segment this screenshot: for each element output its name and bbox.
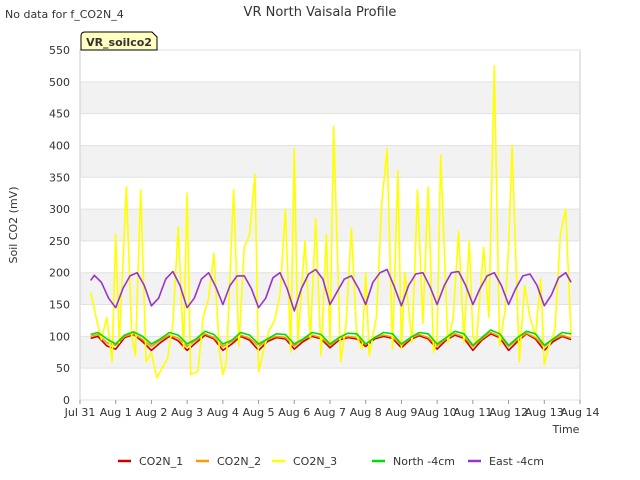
y-tick-label: 350 [49,171,70,184]
x-tick-label: Aug 1 [100,406,132,419]
legend: CO2N_1 CO2N_2 CO2N_3 North -4cm East -4cm [118,455,544,468]
y-tick-label: 200 [49,267,70,280]
grid-band [80,209,580,241]
x-tick-label: Aug 10 [418,406,457,419]
legend-label: CO2N_1 [139,455,183,468]
y-tick-label: 500 [49,76,70,89]
x-tick-label: Aug 13 [525,406,564,419]
grid-band [80,81,580,114]
legend-label: North -4cm [393,455,455,468]
legend-label: East -4cm [489,455,544,468]
x-tick-label: Jul 31 [64,406,96,419]
legend-label: CO2N_3 [293,455,337,468]
y-tick-label: 450 [49,108,70,121]
series-line-East -4cm [90,268,572,312]
y-axis-label: Soil CO2 (mV) [7,187,20,264]
no-data-note: No data for f_CO2N_4 [5,8,124,21]
y-tick-label: 100 [49,330,70,343]
x-tick-label: Aug 6 [278,406,310,419]
x-axis-label: Time [552,423,580,436]
station-label: VR_soilco2 [86,36,152,49]
y-tick-label: 250 [49,235,70,248]
y-tick-label: 550 [49,44,70,57]
x-tick-label: Aug 11 [453,406,492,419]
series-line-CO2N_3 [89,65,572,379]
y-tick-label: 0 [63,394,70,407]
x-tick-label: Aug 3 [171,406,203,419]
series-line-CO2N_1 [90,332,572,352]
grid-band [80,145,580,178]
chart-title: VR North Vaisala Profile [244,5,397,20]
x-tick-label: Aug 9 [385,406,417,419]
station-label-box: VR_soilco2 [80,31,158,51]
x-tick-label: Aug 5 [243,406,275,419]
x-axis: Jul 31 Aug 1 Aug 2 Aug 3 Aug 4 Aug 5 Aug 6 Aug … [64,400,600,419]
legend-label: CO2N_2 [217,455,261,468]
y-axis: 0 50 100 150 200 250 300 350 400 450 500 550 [49,44,580,407]
x-tick-label: Aug 8 [350,406,382,419]
plot-lines [89,65,572,379]
y-tick-label: 300 [49,203,70,216]
y-tick-label: 400 [49,139,70,152]
series-line-North -4cm [90,329,572,347]
x-tick-label: Aug 12 [489,406,528,419]
x-tick-label: Aug 14 [561,406,600,419]
x-tick-label: Aug 2 [135,406,167,419]
x-tick-label: Aug 7 [314,406,346,419]
x-tick-label: Aug 4 [207,406,239,419]
series-line-CO2N_2 [90,331,572,348]
y-tick-label: 150 [49,299,70,312]
y-tick-label: 50 [56,362,70,375]
